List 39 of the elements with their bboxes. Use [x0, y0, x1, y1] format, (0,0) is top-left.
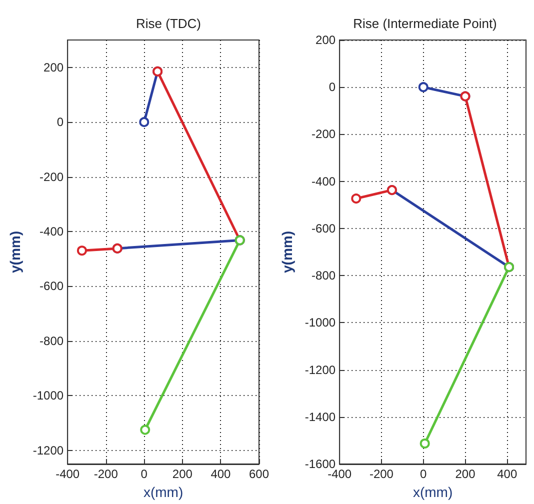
x-tick-label: 400: [210, 467, 232, 481]
x-tick-label: 400: [497, 467, 518, 481]
point: [418, 82, 428, 92]
x-tick-label: 200: [172, 467, 193, 481]
x-tick-label: 200: [455, 467, 476, 481]
y-tick-label: 0: [56, 115, 64, 130]
y-tick-label: -600: [40, 279, 64, 294]
y-tick-label: -200: [312, 127, 336, 142]
x-tick-label: -200: [94, 467, 118, 481]
y-tick-label: -600: [312, 221, 336, 236]
x-axis-title: x(mm): [143, 484, 184, 500]
point: [139, 117, 150, 128]
chart-title: Rise (TDC): [136, 16, 201, 31]
y-axis-title: y(mm): [7, 230, 23, 274]
x-tick-label: -200: [369, 467, 394, 481]
y-tick-label: 200: [44, 60, 64, 74]
x-tick-label: 0: [140, 467, 148, 481]
y-axis-title: y(mm): [279, 230, 295, 274]
y-tick-label: -800: [312, 268, 336, 283]
chart-title: Rise (Intermediate Point): [353, 16, 497, 31]
x-tick-label: 600: [248, 467, 270, 481]
y-tick-label: -200: [40, 170, 64, 184]
x-tick-label: -400: [56, 467, 80, 481]
x-axis-title: x(mm): [412, 484, 453, 500]
x-tick-label: 0: [420, 467, 428, 481]
point: [420, 438, 430, 449]
y-tick-label: -1200: [32, 443, 64, 458]
y-tick-label: -1400: [304, 410, 336, 424]
y-tick-label: -1000: [32, 388, 64, 403]
y-tick-label: -1200: [304, 362, 336, 377]
y-tick-label: 0: [328, 80, 336, 94]
point: [351, 194, 362, 204]
point: [140, 424, 150, 435]
point: [76, 246, 87, 256]
y-tick-label: -400: [312, 174, 336, 188]
y-tick-label: -800: [40, 334, 64, 348]
y-tick-label: -400: [40, 224, 64, 238]
y-tick-label: 200: [316, 33, 336, 47]
y-tick-label: -1000: [304, 316, 336, 330]
